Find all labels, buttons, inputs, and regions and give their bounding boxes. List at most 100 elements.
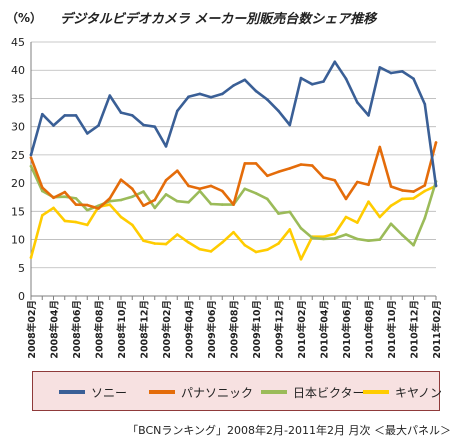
point-sony — [367, 114, 370, 117]
point-sony — [97, 124, 100, 127]
chart-legend: ソニー パナソニック 日本ビクター キヤノン — [32, 371, 442, 411]
point-canon — [254, 250, 258, 254]
x-tick-label: 2008年08月 — [94, 300, 106, 359]
point-panasonic — [277, 170, 280, 174]
point-panasonic — [198, 187, 202, 191]
point-sony — [277, 109, 280, 113]
point-canon — [288, 228, 292, 231]
point-panasonic — [187, 184, 190, 188]
point-canon — [356, 221, 359, 224]
point-sony — [243, 78, 247, 82]
x-tick-label: 2010年02月 — [296, 300, 308, 359]
point-sony — [344, 77, 348, 80]
point-panasonic — [221, 189, 224, 193]
point-canon — [277, 242, 280, 245]
point-canon — [131, 223, 134, 227]
point-panasonic — [41, 186, 44, 189]
legend-swatch-panasonic — [149, 390, 175, 394]
x-tick-label: 2011年02月 — [431, 300, 443, 359]
point-panasonic — [63, 190, 67, 194]
point-canon — [176, 233, 179, 236]
x-tick-label: 2008年10月 — [116, 300, 128, 359]
point-canon — [367, 200, 370, 203]
point-canon — [412, 197, 415, 200]
y-tick-label: 20 — [11, 177, 25, 190]
point-panasonic — [243, 162, 247, 165]
point-sony — [176, 109, 179, 113]
point-canon — [378, 215, 382, 219]
point-victor — [288, 210, 292, 214]
point-canon — [119, 215, 123, 219]
point-sony — [356, 101, 359, 104]
point-canon — [198, 247, 202, 251]
point-canon — [344, 215, 348, 219]
series-line-sony — [29, 60, 438, 188]
point-panasonic — [74, 203, 78, 206]
point-victor — [131, 195, 134, 198]
point-canon — [322, 235, 325, 238]
point-victor — [356, 237, 359, 241]
point-panasonic — [131, 187, 134, 191]
y-tick-label: 5 — [18, 262, 25, 275]
point-canon — [221, 241, 224, 244]
source-note: 「BCNランキング」2008年2月-2011年2月 月次 ＜最大パネル＞ — [127, 424, 451, 437]
series-line-canon — [29, 184, 438, 261]
point-victor — [142, 190, 145, 193]
point-victor — [29, 164, 33, 168]
point-panasonic — [108, 197, 112, 200]
x-tick-label: 2008年12月 — [139, 300, 151, 359]
point-panasonic — [356, 180, 359, 184]
point-canon — [299, 258, 303, 261]
point-panasonic — [119, 178, 123, 181]
point-sony — [74, 114, 78, 117]
point-panasonic — [401, 189, 404, 192]
x-tick-label: 2009年04月 — [184, 300, 196, 359]
point-sony — [311, 83, 314, 86]
x-tick-label: 2009年10月 — [251, 300, 263, 359]
point-canon — [74, 220, 78, 224]
point-victor — [221, 203, 224, 206]
point-sony — [198, 92, 202, 96]
chart-title: デジタルビデオカメラ メーカー別販売台数シェア推移 — [60, 12, 377, 27]
point-panasonic — [176, 169, 179, 172]
x-tick-label: 2008年04月 — [49, 300, 61, 359]
point-victor — [153, 206, 157, 210]
point-victor — [344, 233, 348, 236]
point-sony — [378, 66, 382, 69]
point-panasonic — [97, 207, 100, 210]
point-sony — [187, 95, 190, 99]
point-canon — [401, 197, 404, 201]
point-panasonic — [52, 196, 55, 200]
point-victor — [401, 233, 404, 237]
legend-item-panasonic: パナソニック — [149, 384, 253, 400]
point-canon — [108, 203, 112, 206]
point-victor — [378, 238, 382, 241]
point-panasonic — [288, 167, 292, 170]
point-panasonic — [389, 185, 393, 188]
point-sony — [119, 111, 123, 114]
point-sony — [412, 77, 415, 80]
legend-label-panasonic: パナソニック — [181, 385, 254, 400]
point-panasonic — [164, 179, 168, 182]
y-tick-label: 45 — [11, 36, 25, 49]
x-tick-label: 2010年10月 — [386, 300, 398, 359]
point-panasonic — [311, 164, 314, 167]
point-canon — [52, 206, 55, 210]
point-sony — [29, 153, 33, 157]
point-panasonic — [378, 145, 382, 149]
point-sony — [131, 114, 134, 117]
point-panasonic — [209, 184, 213, 188]
point-victor — [176, 199, 179, 203]
point-panasonic — [29, 156, 33, 159]
point-canon — [41, 214, 44, 217]
point-sony — [254, 89, 258, 93]
point-victor — [41, 189, 44, 193]
point-victor — [311, 236, 314, 240]
point-victor — [164, 193, 168, 196]
point-panasonic — [344, 197, 348, 201]
point-panasonic — [254, 162, 258, 165]
point-victor — [412, 243, 415, 247]
point-panasonic — [142, 204, 145, 207]
point-sony — [232, 84, 235, 87]
point-canon — [333, 232, 337, 236]
